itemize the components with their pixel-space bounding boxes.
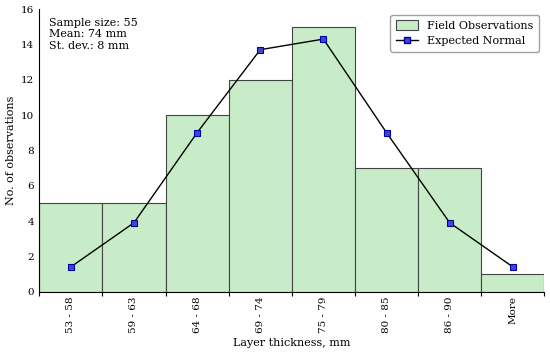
Bar — [102, 203, 166, 292]
Bar — [166, 115, 229, 292]
Legend: Field Observations, Expected Normal: Field Observations, Expected Normal — [390, 15, 539, 52]
X-axis label: Layer thickness, mm: Layer thickness, mm — [233, 338, 350, 348]
Bar — [39, 203, 102, 292]
Y-axis label: No. of observations: No. of observations — [6, 96, 15, 205]
Bar — [292, 27, 355, 292]
Bar — [355, 168, 418, 292]
Bar — [418, 168, 481, 292]
Text: Sample size: 55
Mean: 74 mm
St. dev.: 8 mm: Sample size: 55 Mean: 74 mm St. dev.: 8 … — [50, 18, 138, 51]
Bar — [481, 274, 544, 292]
Bar — [229, 80, 292, 292]
